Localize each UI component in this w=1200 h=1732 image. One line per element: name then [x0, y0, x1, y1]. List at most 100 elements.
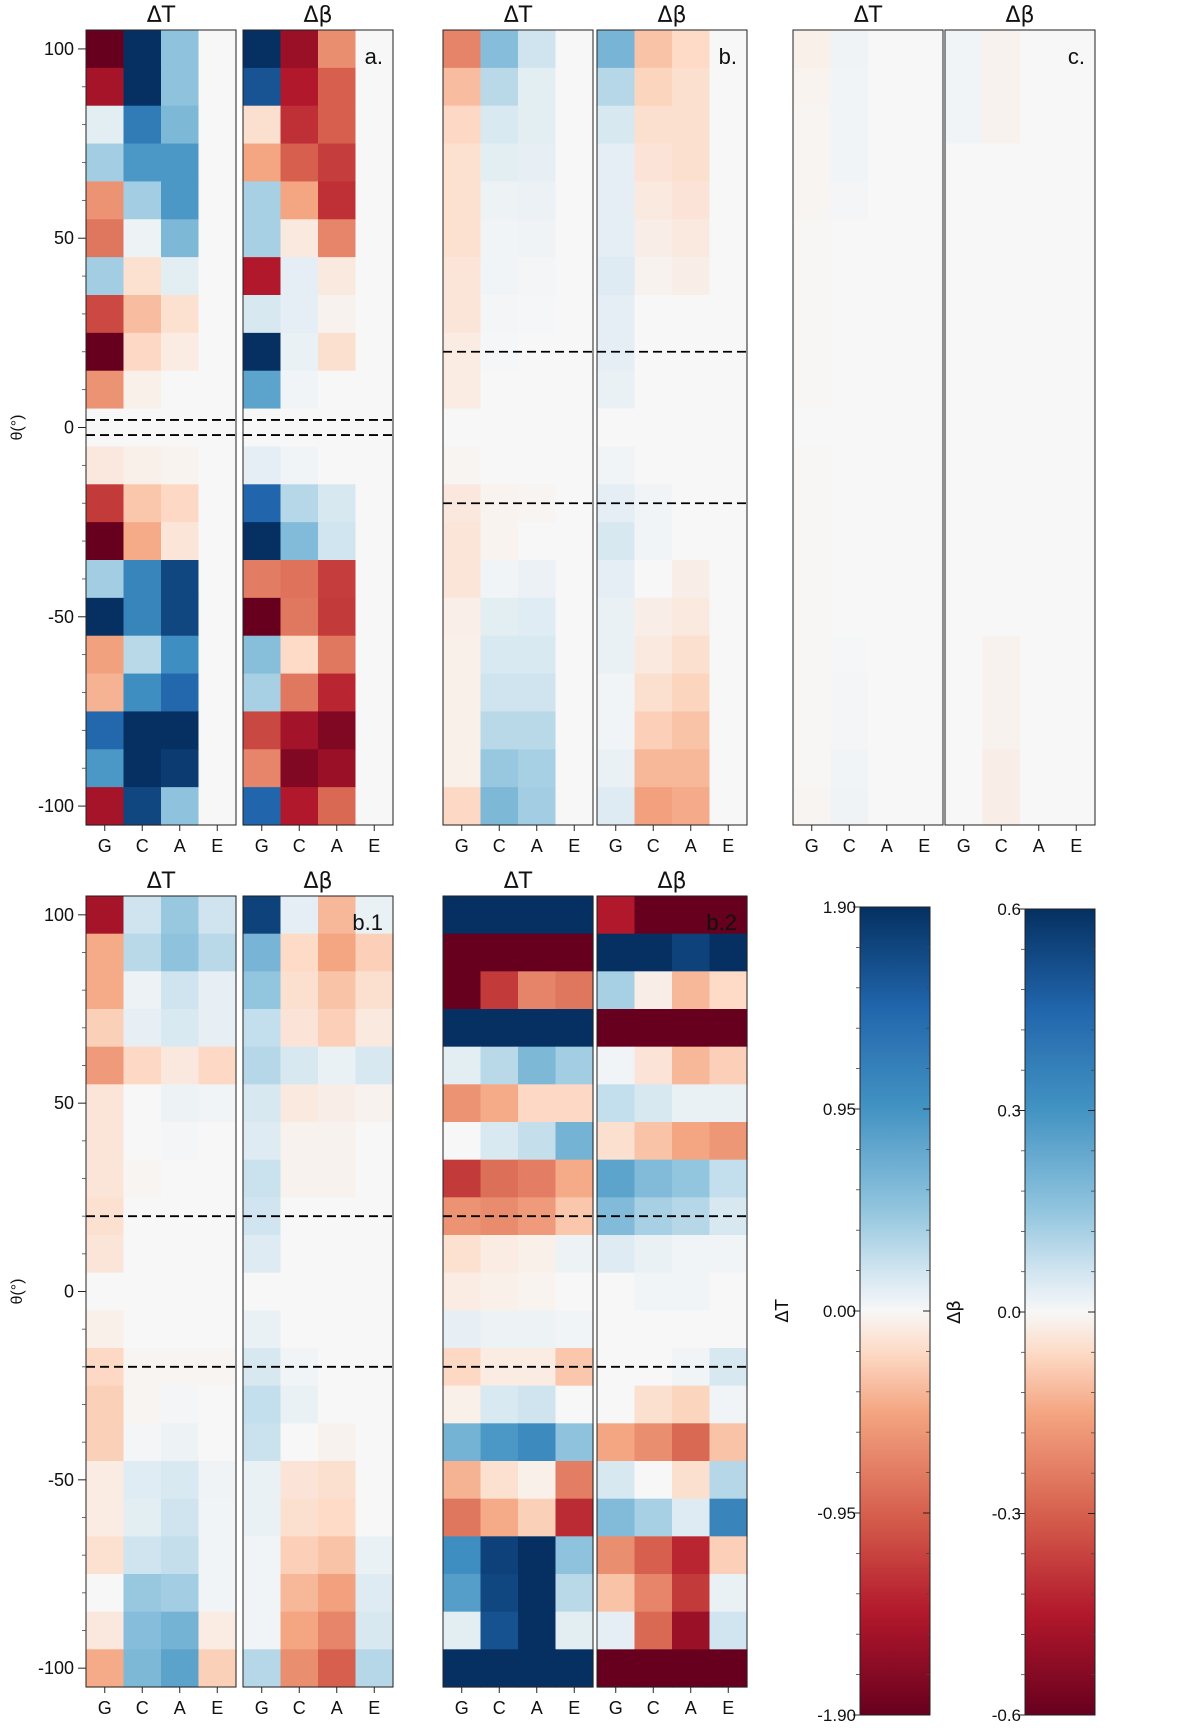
heatmap-cell — [86, 370, 125, 410]
heatmap-cell — [1057, 181, 1096, 220]
heatmap-cell — [672, 560, 711, 599]
heatmap-cell — [982, 711, 1021, 750]
panel-label: b.1 — [352, 910, 383, 935]
heatmap-cell — [123, 787, 162, 826]
heatmap-cell — [243, 1009, 282, 1048]
heatmap-cell — [86, 1159, 125, 1198]
heatmap-cell — [793, 711, 832, 750]
heatmap-cell — [161, 673, 200, 713]
heatmap-cell — [634, 597, 673, 637]
heatmap-cell — [518, 1046, 557, 1085]
heatmap-cell — [355, 1498, 394, 1537]
heatmap-cell — [793, 522, 832, 561]
heatmap-cell — [443, 219, 482, 258]
heatmap-cell — [672, 408, 711, 448]
heatmap-cell — [634, 673, 673, 713]
y-tick-label: 100 — [44, 39, 74, 59]
heatmap-cell — [518, 1009, 557, 1048]
heatmap-cell — [597, 1122, 636, 1161]
heatmap-cell — [161, 896, 200, 935]
heatmap-cell — [597, 105, 636, 145]
heatmap-cell — [355, 1310, 394, 1349]
heatmap-cell — [355, 1423, 394, 1462]
heatmap-cell — [443, 105, 482, 145]
heatmap-cell — [280, 1536, 319, 1575]
heatmap-cell — [318, 560, 357, 599]
heatmap-cell — [830, 143, 869, 183]
heatmap-cell — [243, 181, 282, 220]
heatmap-cell — [243, 1046, 282, 1085]
heatmap-cell — [318, 181, 357, 220]
x-tick-label: C — [136, 1698, 149, 1718]
heatmap-cell — [243, 1235, 282, 1274]
heatmap-cell — [123, 484, 162, 523]
heatmap-cell — [198, 971, 237, 1010]
heatmap-cell — [597, 67, 636, 107]
heatmap-cell — [555, 219, 594, 258]
heatmap-cell — [355, 1046, 394, 1085]
x-tick-label: A — [685, 1698, 697, 1718]
heatmap-cell — [830, 749, 869, 788]
heatmap-cell — [280, 1310, 319, 1349]
x-tick-label: G — [805, 836, 819, 856]
heatmap-cell — [555, 1611, 594, 1650]
heatmap-cell — [443, 933, 482, 972]
heatmap-cell — [597, 1235, 636, 1274]
heatmap-cell — [280, 67, 319, 107]
heatmap-cell — [555, 1498, 594, 1537]
heatmap-cell — [709, 408, 748, 448]
heatmap-cell — [86, 219, 125, 258]
heatmap-cell — [830, 332, 869, 372]
x-tick-label: A — [174, 836, 186, 856]
heatmap-cell — [945, 105, 984, 145]
heatmap-cell — [355, 1611, 394, 1650]
heatmap-cell — [1020, 446, 1059, 485]
heatmap-cell — [555, 749, 594, 788]
heatmap-cell — [830, 635, 869, 675]
heatmap-cell — [443, 1461, 482, 1500]
heatmap-cell — [161, 1385, 200, 1424]
heatmap-cell — [905, 635, 944, 675]
heatmap-cell — [123, 522, 162, 561]
heatmap-cell — [793, 635, 832, 675]
heatmap-cell — [597, 30, 636, 69]
heatmap-cell — [905, 67, 944, 107]
heatmap-cell — [480, 1385, 519, 1424]
heatmap-cell — [945, 484, 984, 523]
heatmap-cell — [86, 1649, 125, 1688]
heatmap-cell — [443, 1272, 482, 1311]
heatmap-cell — [198, 219, 237, 258]
heatmap-cell — [709, 1649, 748, 1688]
heatmap-cell — [555, 1536, 594, 1575]
heatmap-cell — [198, 408, 237, 448]
heatmap-cell — [161, 1122, 200, 1161]
heatmap-cell — [518, 971, 557, 1010]
heatmap-cell — [161, 522, 200, 561]
heatmap-cell — [555, 933, 594, 972]
heatmap-cell — [518, 446, 557, 485]
heatmap-cell — [518, 67, 557, 107]
heatmap-cell — [793, 181, 832, 220]
heatmap-cell — [318, 219, 357, 258]
heatmap-cell — [318, 105, 357, 145]
heatmap-cell — [709, 143, 748, 183]
heatmap-cell — [830, 560, 869, 599]
heatmap-cell — [945, 295, 984, 334]
panel-b: G C A E ΔT G C A E Δβ b. — [442, 3, 748, 856]
y-tick-label: 0 — [64, 418, 74, 438]
panel-frame — [792, 29, 944, 826]
heatmap-cell — [1020, 711, 1059, 750]
heatmap-cell — [597, 257, 636, 296]
heatmap-cell — [443, 1084, 482, 1123]
heatmap-cell — [672, 1272, 711, 1311]
heatmap-cell — [905, 143, 944, 183]
heatmap-cell — [198, 1461, 237, 1500]
heatmap-cell — [86, 30, 125, 69]
heatmap-cell — [905, 219, 944, 258]
heatmap-cell — [318, 67, 357, 107]
heatmap-cell — [86, 295, 125, 334]
heatmap-cell — [518, 522, 557, 561]
heatmap-cell — [480, 1009, 519, 1048]
heatmap-cell — [709, 105, 748, 145]
heatmap-cell — [982, 370, 1021, 410]
